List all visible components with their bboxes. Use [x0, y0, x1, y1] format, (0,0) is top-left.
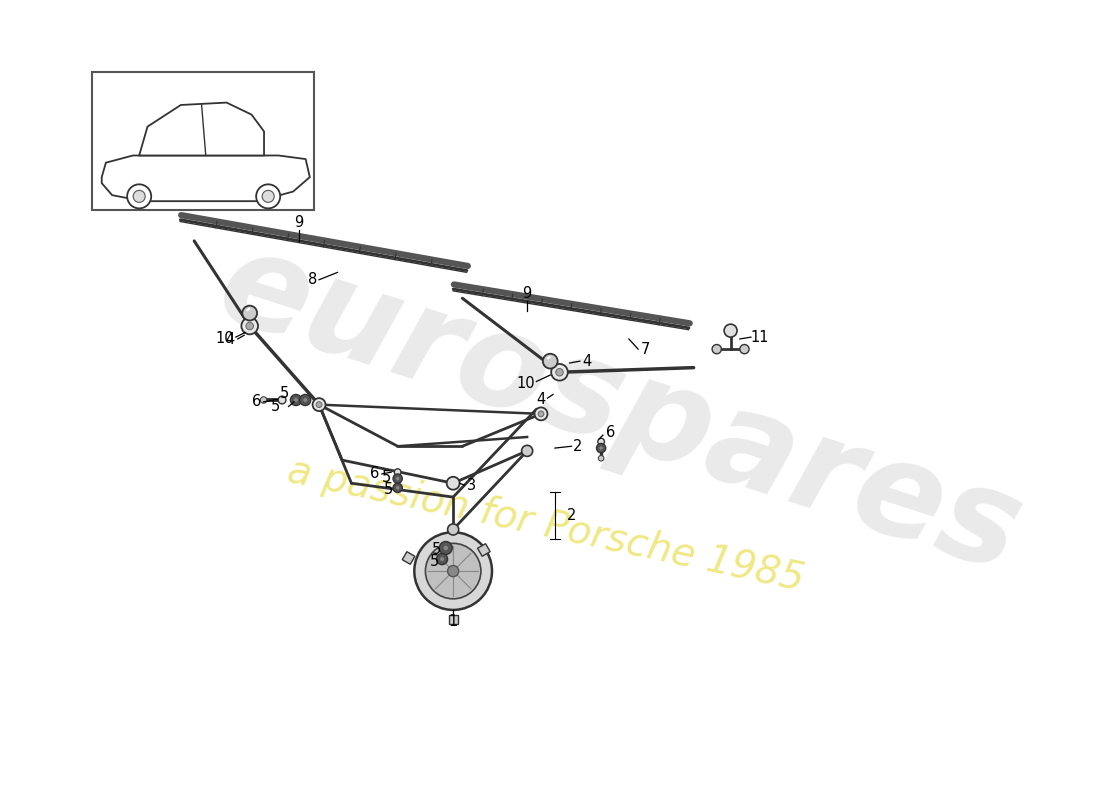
Bar — [477, 544, 491, 556]
Circle shape — [740, 345, 749, 354]
Circle shape — [415, 532, 492, 610]
Text: 3: 3 — [468, 478, 476, 493]
Circle shape — [521, 446, 532, 457]
Circle shape — [242, 306, 257, 321]
Polygon shape — [140, 102, 264, 155]
Text: 4: 4 — [537, 393, 546, 407]
Circle shape — [724, 324, 737, 337]
Circle shape — [241, 318, 258, 334]
Circle shape — [551, 364, 568, 381]
Circle shape — [294, 398, 298, 402]
Circle shape — [439, 542, 452, 554]
Text: 7: 7 — [641, 342, 650, 357]
Circle shape — [535, 407, 548, 420]
Circle shape — [543, 354, 558, 369]
Text: 6: 6 — [252, 394, 261, 410]
Circle shape — [712, 345, 722, 354]
Circle shape — [256, 184, 280, 208]
Text: 5: 5 — [280, 386, 289, 401]
Text: 5: 5 — [430, 554, 439, 570]
Circle shape — [394, 469, 402, 475]
Text: a passion for Porsche 1985: a passion for Porsche 1985 — [284, 451, 807, 598]
Circle shape — [448, 566, 459, 577]
Circle shape — [447, 477, 460, 490]
Text: 2: 2 — [566, 508, 576, 523]
Circle shape — [443, 546, 448, 550]
Polygon shape — [101, 155, 310, 201]
Text: 10: 10 — [516, 376, 535, 391]
Circle shape — [426, 543, 481, 599]
Text: 5: 5 — [382, 470, 392, 485]
Text: 4: 4 — [226, 332, 235, 347]
Circle shape — [128, 184, 151, 208]
Circle shape — [261, 397, 267, 403]
Text: 11: 11 — [751, 330, 769, 345]
Circle shape — [396, 477, 399, 480]
Circle shape — [556, 369, 563, 376]
Text: 6: 6 — [370, 466, 379, 482]
Circle shape — [304, 398, 307, 402]
Circle shape — [393, 474, 403, 483]
Circle shape — [596, 443, 606, 453]
Circle shape — [312, 398, 326, 411]
Text: 9: 9 — [522, 286, 531, 301]
Circle shape — [299, 394, 310, 406]
Circle shape — [290, 394, 301, 406]
Circle shape — [597, 438, 604, 445]
Circle shape — [316, 402, 322, 407]
Text: 5: 5 — [384, 482, 393, 498]
Circle shape — [278, 396, 286, 404]
Text: 5: 5 — [432, 542, 441, 558]
Circle shape — [262, 190, 274, 202]
Circle shape — [246, 322, 253, 330]
Text: 1: 1 — [449, 614, 458, 630]
Text: 6: 6 — [606, 425, 615, 440]
Circle shape — [396, 486, 399, 490]
Text: 4: 4 — [583, 354, 592, 369]
Circle shape — [448, 524, 459, 535]
Circle shape — [600, 446, 603, 450]
Circle shape — [393, 483, 403, 493]
Text: 9: 9 — [294, 215, 304, 230]
Circle shape — [598, 455, 604, 461]
Bar — [92, 72, 315, 210]
Text: 8: 8 — [308, 272, 317, 287]
Text: 5: 5 — [271, 399, 281, 414]
Text: eurospares: eurospares — [204, 220, 1036, 598]
Circle shape — [538, 411, 543, 417]
Bar — [403, 552, 415, 564]
Circle shape — [440, 557, 444, 561]
Text: 10: 10 — [216, 330, 234, 346]
Text: 2: 2 — [573, 438, 583, 454]
Circle shape — [133, 190, 145, 202]
Circle shape — [437, 554, 448, 565]
Bar — [449, 614, 458, 624]
Circle shape — [395, 486, 400, 491]
